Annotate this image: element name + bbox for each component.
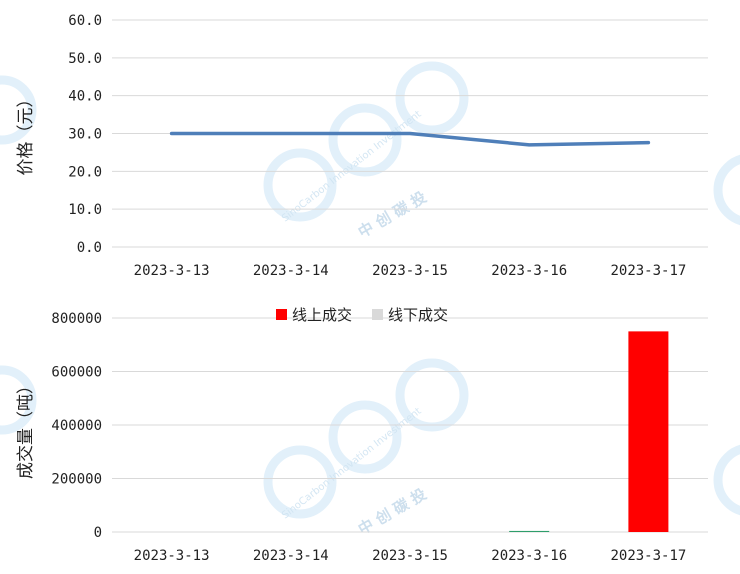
volume-y-tick-labels: 0 200000 400000 600000 800000: [51, 311, 102, 541]
price-y-tick-labels: 0.0 10.0 20.0 30.0 40.0 50.0 60.0: [68, 13, 102, 256]
volume-bar: [509, 530, 550, 532]
legend-swatch-online: [276, 309, 287, 320]
price-y-tick: 30.0: [68, 127, 102, 143]
volume-y-tick: 0: [94, 525, 102, 541]
price-series: [169, 131, 651, 147]
price-y-tick: 50.0: [68, 51, 102, 67]
price-x-tick: 2023-3-15: [372, 263, 448, 279]
legend-swatch-offline: [372, 309, 383, 320]
watermark-ring: [263, 148, 337, 222]
volume-bars: [509, 331, 669, 532]
volume-y-tick: 600000: [51, 365, 102, 381]
volume-x-tick: 2023-3-17: [610, 548, 686, 564]
watermark-ring: [395, 358, 469, 432]
legend-label-offline: 线下成交: [388, 306, 448, 324]
watermark-cn-text: 中 创 碳 投: [355, 188, 430, 241]
watermark-cn-text: 中 创 碳 投: [355, 485, 430, 538]
price-x-tick: 2023-3-17: [610, 263, 686, 279]
price-y-tick: 0.0: [77, 240, 102, 256]
price-y-tick: 40.0: [68, 89, 102, 105]
watermark-ring: [328, 400, 402, 474]
price-x-tick: 2023-3-13: [134, 263, 210, 279]
price-y-tick: 60.0: [68, 13, 102, 29]
watermark-ring: [713, 154, 740, 226]
watermark-ring: [328, 103, 402, 177]
volume-y-tick: 400000: [51, 418, 102, 434]
price-y-axis-title: 价格（元）: [16, 91, 36, 176]
volume-y-tick: 200000: [51, 472, 102, 488]
price-point: [171, 133, 173, 134]
price-x-tick: 2023-3-14: [253, 263, 329, 279]
price-x-tick: 2023-3-16: [491, 263, 567, 279]
watermark-ring: [395, 61, 469, 135]
volume-x-tick: 2023-3-14: [253, 548, 329, 564]
volume-legend: 线上成交 线下成交: [276, 306, 448, 324]
watermark-ring: [0, 365, 37, 435]
price-y-tick: 10.0: [68, 202, 102, 218]
price-point: [409, 133, 411, 134]
volume-y-axis-title: 成交量（吨）: [16, 377, 36, 479]
price-point: [647, 142, 649, 144]
volume-x-tick: 2023-3-15: [372, 548, 448, 564]
volume-y-tick: 800000: [51, 311, 102, 327]
watermark-ring: [713, 444, 740, 516]
volume-x-tick: 2023-3-13: [134, 548, 210, 564]
price-line-chart: 0.010.020.030.040.050.060.0 2023-3-13 202…: [16, 13, 708, 279]
volume-x-tick: 2023-3-16: [491, 548, 567, 564]
price-point: [528, 144, 530, 146]
volume-x-tick-labels: 2023-3-13 2023-3-14 2023-3-15 2023-3-16 2023…: [134, 548, 687, 564]
volume-bar: [628, 331, 669, 532]
price-point: [290, 133, 292, 134]
price-x-tick-labels: 2023-3-13 2023-3-14 2023-3-15 2023-3-16 2023…: [134, 263, 687, 279]
price-y-tick: 20.0: [68, 164, 102, 180]
legend-label-online: 线上成交: [292, 306, 352, 324]
watermark-ring: [263, 445, 337, 519]
watermark-ring: [0, 75, 37, 145]
price-series-line: [169, 131, 651, 147]
volume-gridlines: [112, 317, 708, 533]
